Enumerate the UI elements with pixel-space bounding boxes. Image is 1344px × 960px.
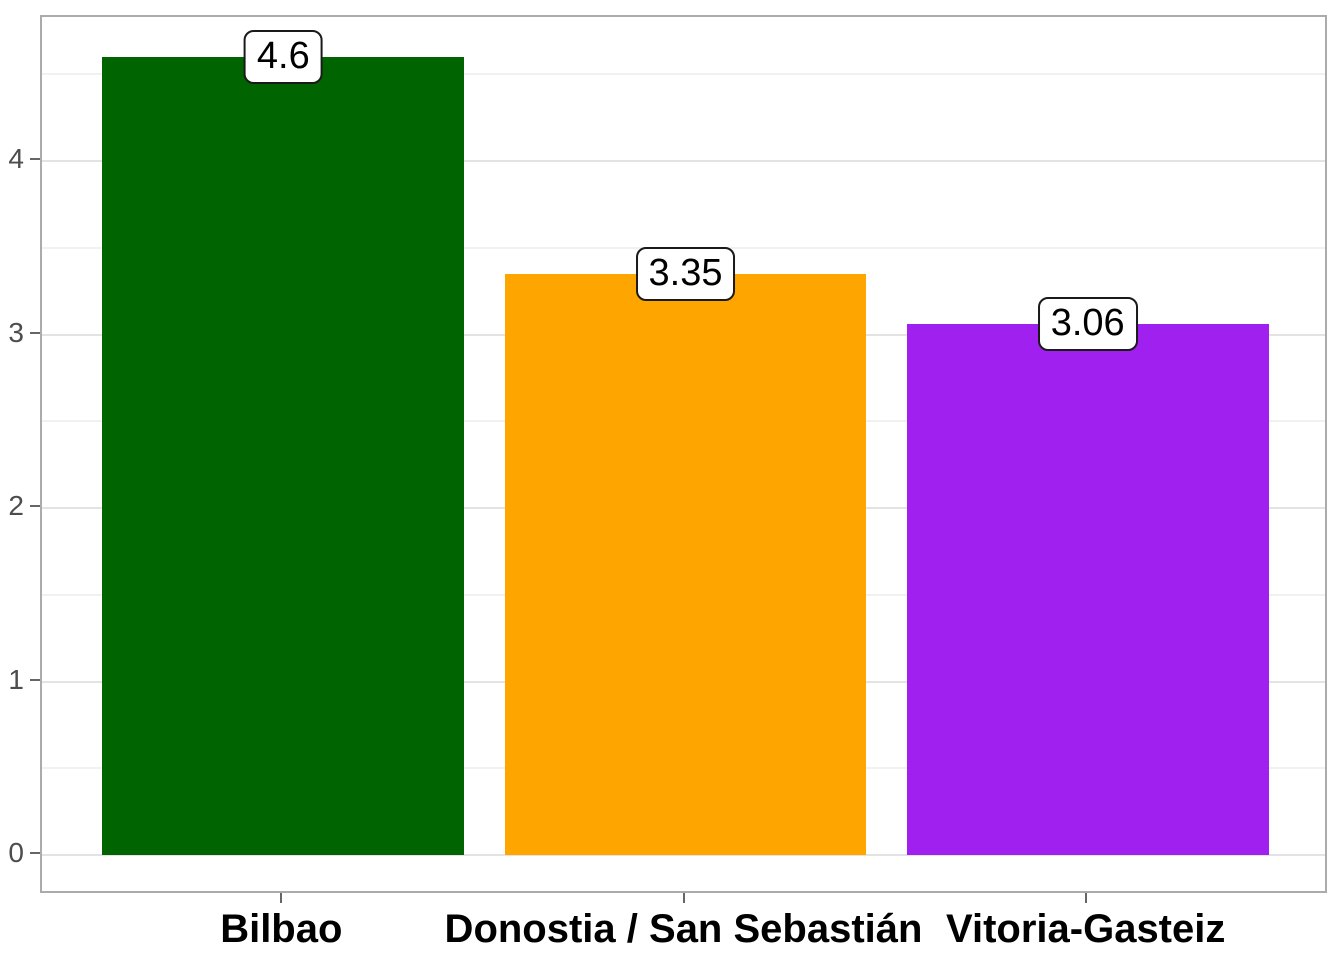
- x-axis-category-label: Donostia / San Sebastián: [444, 907, 923, 951]
- y-axis-tick-mark: [30, 678, 40, 681]
- value-label: 3.35: [635, 246, 736, 301]
- x-axis-tick-mark: [280, 893, 283, 903]
- x-axis-category-label: Bilbao: [220, 907, 343, 951]
- y-axis-tick-mark: [30, 158, 40, 161]
- value-label: 3.06: [1037, 297, 1138, 352]
- bar-bilbao: [102, 56, 465, 856]
- x-axis-tick-mark: [682, 893, 685, 903]
- gridline-major: [42, 160, 1325, 163]
- y-axis-tick-label: 4: [8, 143, 24, 175]
- y-axis-tick-label: 3: [8, 316, 24, 348]
- y-axis-tick-mark: [30, 852, 40, 855]
- y-axis-tick-label: 2: [8, 490, 24, 522]
- y-axis-tick-label: 0: [8, 837, 24, 869]
- plot-panel: 4.6 3.35 3.06: [40, 15, 1327, 893]
- y-axis-tick-mark: [30, 505, 40, 508]
- x-axis-category-label: Vitoria-Gasteiz: [946, 907, 1226, 951]
- bar-donostia-san-sebasti-n: [504, 273, 867, 856]
- y-axis-tick-mark: [30, 331, 40, 334]
- bar-vitoria-gasteiz: [906, 324, 1269, 856]
- y-axis-tick-label: 1: [8, 663, 24, 695]
- gridline-major: [42, 854, 1325, 857]
- gridline-minor: [42, 73, 1325, 76]
- x-axis-tick-mark: [1084, 893, 1087, 903]
- value-label: 4.6: [243, 29, 323, 84]
